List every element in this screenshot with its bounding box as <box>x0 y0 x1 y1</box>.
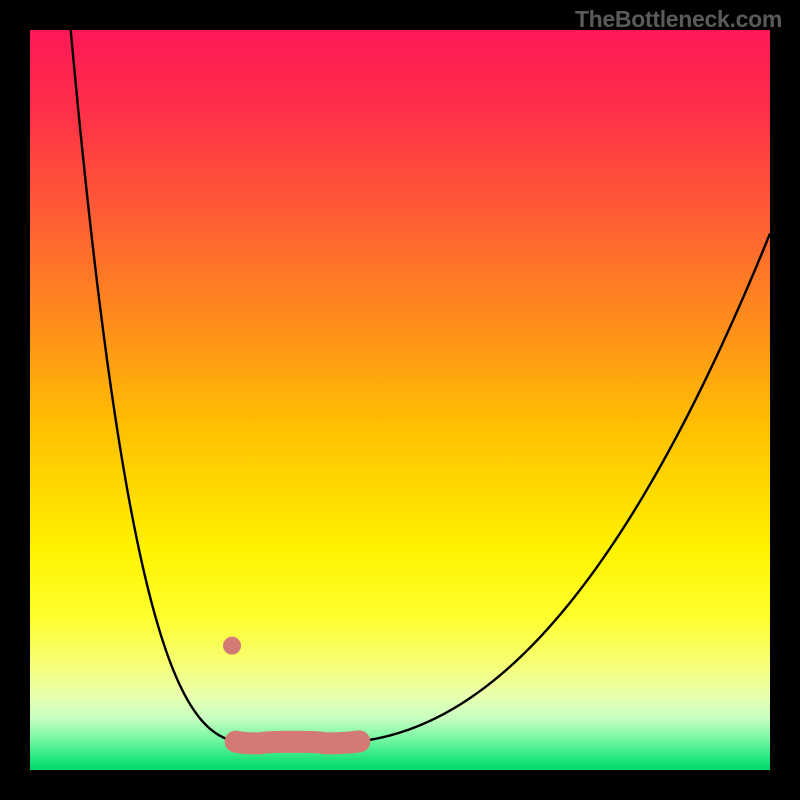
optimal-range-highlight <box>236 741 360 743</box>
bottleneck-chart <box>0 0 800 800</box>
optimal-range-dot <box>223 637 241 655</box>
plot-background <box>30 30 770 770</box>
watermark-text: TheBottleneck.com <box>575 6 782 33</box>
